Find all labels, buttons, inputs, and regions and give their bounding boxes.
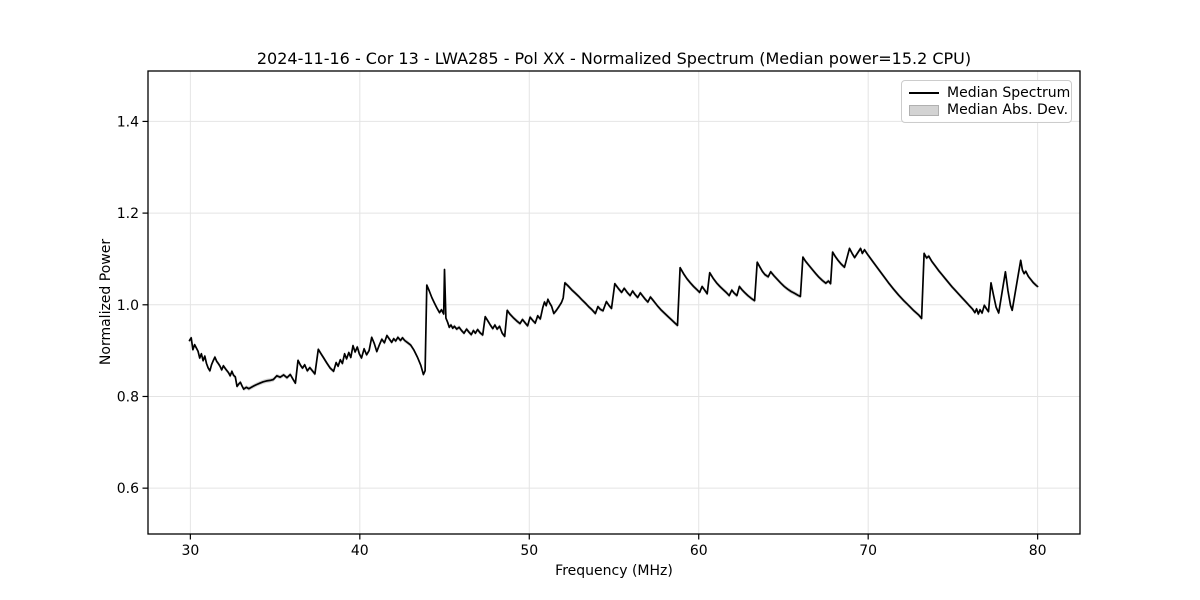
x-tick-label: 80 [1029,543,1047,559]
x-tick-label: 60 [690,543,708,559]
y-tick-label: 1.4 [117,114,139,130]
patch-sample-icon [909,104,939,116]
line-sample-icon [909,91,939,94]
y-axis-label: Normalized Power [98,238,114,366]
median-spectrum-line-swatch [909,91,939,94]
axes-frame [147,70,1081,535]
legend-label-median-spectrum: Median Spectrum [947,84,1071,101]
x-tick-label: 30 [181,543,199,559]
y-tick-label: 1.2 [117,206,139,222]
x-tick-label: 50 [520,543,538,559]
legend: Median Spectrum Median Abs. Dev. [901,80,1072,123]
legend-label-median-abs-dev: Median Abs. Dev. [947,102,1069,119]
x-axis-label: Frequency (MHz) [555,563,673,579]
y-tick-label: 0.8 [117,389,139,405]
legend-item-median-abs-dev: Median Abs. Dev. [909,102,1068,119]
median-abs-dev-patch-swatch [909,104,939,116]
median-abs-dev-band [189,246,1038,392]
x-tick-label: 40 [351,543,369,559]
legend-item-median-spectrum: Median Spectrum [909,84,1070,101]
median-spectrum-line [188,247,1039,390]
y-tick-label: 1.0 [117,298,139,314]
y-tick-label: 0.6 [117,481,139,497]
chart-title: 2024-11-16 - Cor 13 - LWA285 - Pol XX - … [256,49,972,68]
x-tick-label: 70 [859,543,877,559]
